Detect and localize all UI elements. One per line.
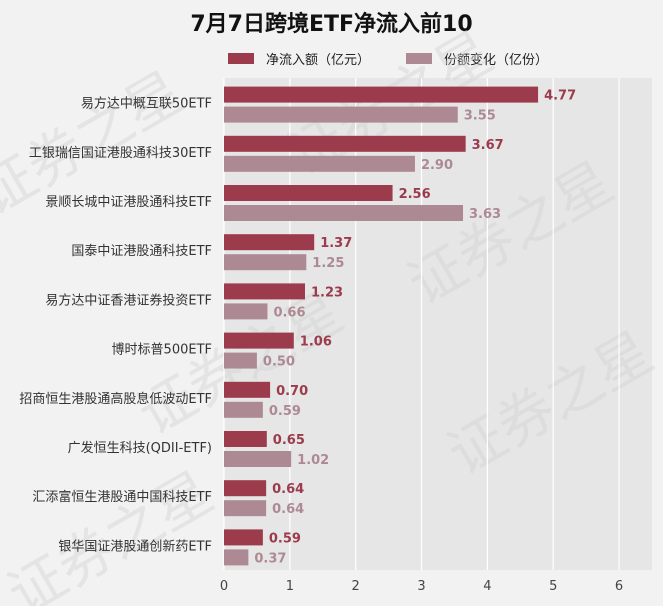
bar-inflow [224, 529, 263, 546]
data-label-shares: 0.64 [272, 502, 304, 517]
data-label-inflow: 0.59 [269, 531, 301, 546]
x-tick-label: 6 [615, 579, 623, 594]
data-label-shares: 0.59 [269, 404, 301, 419]
data-label-inflow: 2.56 [399, 187, 431, 202]
data-label-shares: 0.50 [263, 355, 295, 370]
legend-label-shares: 份额变化（亿份） [444, 52, 549, 68]
watermark-text: 证券之星 [0, 460, 224, 606]
category-label: 景顺长城中证港股通科技ETF [45, 195, 212, 210]
data-label-shares: 0.66 [273, 305, 305, 320]
legend-swatch-inflow [228, 52, 254, 64]
legend: 净流入额（亿元） 份额变化（亿份） [228, 48, 584, 68]
bar-inflow [224, 185, 393, 201]
category-label: 博时标普500ETF [112, 343, 212, 358]
data-label-shares: 2.90 [421, 158, 453, 173]
category-label: 易方达中概互联50ETF [81, 96, 212, 112]
category-label: 汇添富恒生港股通中国科技ETF [32, 489, 212, 505]
bar-shares [224, 254, 307, 271]
data-label-inflow: 0.70 [276, 384, 308, 399]
category-label: 招商恒生港股通高股息低波动ETF [19, 391, 212, 407]
data-label-shares: 1.02 [297, 453, 329, 468]
data-label-inflow: 1.23 [311, 285, 343, 300]
x-tick-label: 0 [220, 579, 228, 594]
x-tick-label: 2 [352, 579, 360, 594]
legend-label-inflow: 净流入额（亿元） [266, 52, 371, 68]
chart-title: 7月7日跨境ETF净流入前10 [190, 12, 473, 37]
bar-inflow [224, 86, 539, 103]
category-label: 工银瑞信国证港股通科技30ETF [29, 146, 212, 161]
bar-shares [224, 205, 464, 221]
legend-item-shares: 份额变化（亿份） [406, 49, 548, 68]
category-label: 易方达中证香港证券投资ETF [45, 292, 212, 308]
data-label-inflow: 0.65 [273, 433, 305, 448]
data-label-inflow: 4.77 [544, 89, 576, 104]
bar-inflow [224, 234, 315, 251]
data-label-inflow: 3.67 [472, 138, 504, 153]
bar-shares [224, 451, 292, 467]
category-label: 国泰中证港股通科技ETF [71, 244, 212, 259]
bar-shares [224, 155, 415, 172]
bar-inflow [224, 431, 267, 447]
bar-inflow [224, 480, 267, 497]
legend-item-inflow: 净流入额（亿元） [228, 49, 370, 68]
bar-shares [224, 549, 249, 566]
bar-shares [224, 106, 458, 123]
category-label: 银华国证港股通创新药ETF [58, 538, 212, 554]
legend-swatch-shares [406, 52, 433, 64]
data-label-shares: 0.37 [254, 551, 286, 566]
bar-inflow [224, 135, 466, 152]
data-label-inflow: 0.64 [272, 482, 304, 497]
bar-shares [224, 500, 267, 517]
bar-inflow [224, 283, 305, 300]
data-label-shares: 1.25 [312, 256, 344, 271]
x-tick-label: 1 [286, 579, 294, 594]
data-label-inflow: 1.37 [320, 236, 352, 251]
data-label-shares: 3.63 [469, 207, 501, 222]
bar-shares [224, 401, 263, 418]
bar-shares [224, 352, 257, 369]
x-tick-label: 3 [417, 579, 425, 594]
category-label: 广发恒生科技(QDII-ETF) [68, 440, 212, 456]
bar-inflow [224, 332, 294, 349]
x-tick-label: 5 [549, 579, 557, 594]
bar-shares [224, 303, 268, 320]
x-tick-label: 4 [483, 579, 491, 594]
data-label-shares: 3.55 [464, 109, 496, 124]
data-label-inflow: 1.06 [300, 335, 332, 350]
bar-inflow [224, 381, 271, 398]
